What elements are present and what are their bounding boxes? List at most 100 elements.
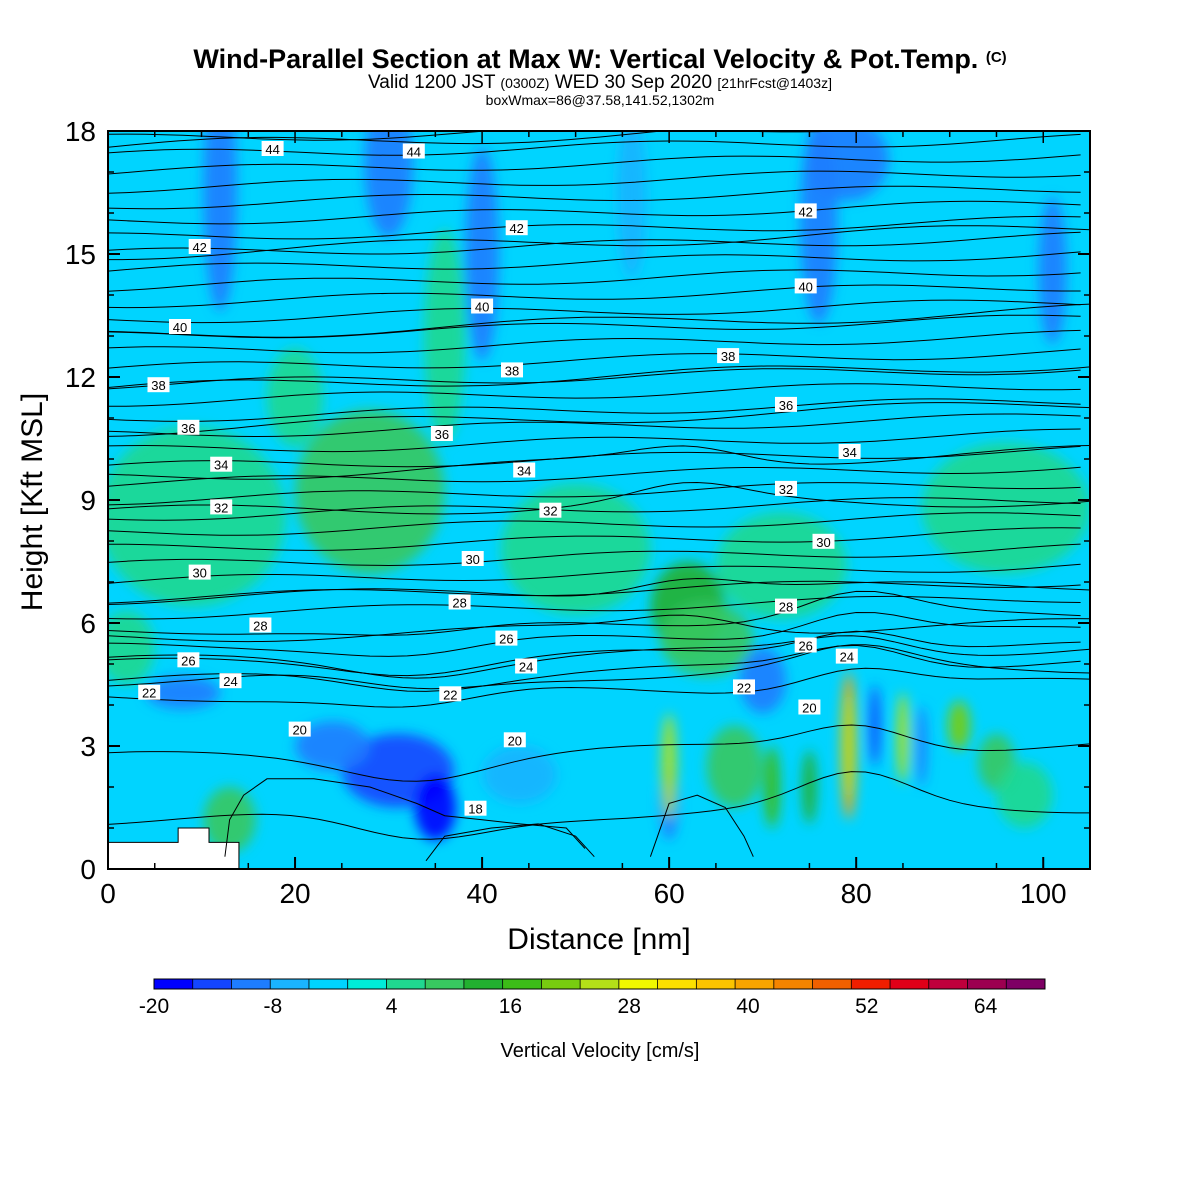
- contour-label-box: [188, 564, 211, 580]
- contour-label: 20: [802, 701, 816, 716]
- velocity-cell: [616, 131, 647, 279]
- velocity-cell: [921, 442, 1090, 574]
- colorbar-tick-label: 40: [736, 995, 759, 1018]
- colorbar-tick-label: 16: [499, 995, 522, 1018]
- y-tick-label: 3: [80, 731, 96, 762]
- colorbar-tick-label: -20: [139, 995, 169, 1018]
- contour-label: 26: [181, 653, 195, 668]
- contour-label: 22: [142, 686, 156, 701]
- contour-label-box: [798, 699, 821, 715]
- contour-label-box: [138, 684, 161, 700]
- velocity-cell: [739, 647, 787, 714]
- y-tick-label: 18: [65, 116, 96, 147]
- chart-title: Wind-Parallel Section at Max W: Vertical…: [0, 44, 1200, 75]
- velocity-cell: [500, 483, 651, 615]
- theta-contour-minor: [108, 497, 1081, 521]
- contour-label: 34: [842, 445, 856, 460]
- contour-label-box: [439, 686, 462, 702]
- utc-time: (0300Z): [500, 75, 550, 91]
- terrain-mask: [108, 827, 240, 869]
- contour-label: 22: [443, 687, 457, 702]
- theta-contour: [108, 225, 1090, 261]
- velocity-cell: [763, 746, 781, 828]
- y-tick-label: 15: [65, 239, 96, 270]
- theta-contour-minor: [108, 398, 1081, 422]
- colorbar-swatch: [851, 979, 891, 989]
- contour-label: 40: [173, 320, 187, 335]
- theta-contour: [108, 635, 1090, 679]
- colorbar-swatch: [154, 979, 194, 989]
- contour-label: 36: [181, 421, 195, 436]
- y-axis-label: Height [Kft MSL]: [16, 393, 49, 611]
- x-tick-label: 20: [279, 878, 310, 909]
- theta-contour: [108, 724, 1090, 782]
- contour-label-box: [249, 617, 272, 633]
- x-tick-label: 100: [1020, 878, 1067, 909]
- theta-contour-minor: [108, 563, 1081, 584]
- velocity-cell: [203, 131, 237, 312]
- colorbar-frame: [153, 978, 1046, 990]
- velocity-cell: [1038, 196, 1067, 345]
- colorbar-swatch: [890, 979, 930, 989]
- colorbar-swatch: [967, 979, 1007, 989]
- theta-contour-minor: [108, 284, 1081, 309]
- x-tick-label: 80: [841, 878, 872, 909]
- contour-label-box: [775, 480, 797, 496]
- colorbar-swatch: [773, 979, 813, 989]
- contour-label: 40: [798, 279, 812, 294]
- contour-label: 30: [192, 566, 206, 581]
- velocity-cell: [465, 147, 499, 361]
- theta-contour-minor: [108, 215, 1081, 240]
- theta-contour-minor: [108, 251, 1081, 272]
- theta-contour-minor: [108, 445, 1081, 468]
- velocity-cell: [108, 610, 155, 685]
- theta-contour: [108, 614, 1090, 643]
- contour-label-box: [775, 598, 797, 614]
- colorbar-swatch: [231, 979, 271, 989]
- theta-contour: [425, 823, 595, 862]
- theta-contour-minor: [108, 595, 1081, 620]
- contour-label-box: [471, 298, 494, 314]
- colorbar-swatch: [502, 979, 542, 989]
- velocity-cell: [896, 692, 910, 783]
- contour-label: 42: [192, 240, 206, 255]
- terrain: [108, 827, 240, 869]
- colorbar-tick-label: 64: [974, 995, 998, 1018]
- contour-label: 38: [151, 378, 165, 393]
- contour-label: 34: [214, 458, 228, 473]
- contour-label: 44: [265, 142, 279, 157]
- contour-label-box: [430, 426, 453, 441]
- theta-contour-minor: [108, 413, 1081, 438]
- theta-contour-minor: [108, 185, 1081, 210]
- contour-label-box: [794, 637, 817, 653]
- valid-time: Valid 1200 JST: [368, 72, 496, 93]
- x-tick-label: 0: [100, 878, 116, 909]
- contour-label: 38: [721, 349, 735, 364]
- theta-contour-minor: [108, 580, 1081, 604]
- contour-label-box: [835, 648, 858, 664]
- velocity-cell: [916, 705, 928, 787]
- y-tick-label: 6: [80, 608, 96, 639]
- contour-label-box: [210, 456, 233, 472]
- colorbar-swatch: [270, 979, 310, 989]
- contour-label-box: [188, 239, 211, 254]
- theta-contour-minor: [108, 314, 1081, 339]
- contour-label-box: [733, 679, 755, 695]
- theta-contour-minor: [108, 200, 1081, 225]
- theta-contour-minor: [108, 543, 1081, 567]
- velocity-cell: [295, 409, 445, 574]
- colorbar-swatch: [192, 979, 232, 989]
- colorbar-swatch: [308, 979, 348, 989]
- colorbar-swatch: [928, 979, 968, 989]
- contour-label: 42: [509, 221, 523, 236]
- colorbar-swatch: [735, 979, 775, 989]
- contour-label-box: [513, 462, 536, 478]
- contour-label: 22: [737, 680, 751, 695]
- theta-contour: [108, 365, 1090, 388]
- theta-contour: [108, 771, 1090, 840]
- theta-contour: [108, 644, 1090, 690]
- contour-label: 24: [519, 660, 533, 675]
- velocity-cell: [801, 750, 817, 824]
- colorbar-tick-label: -8: [263, 995, 282, 1018]
